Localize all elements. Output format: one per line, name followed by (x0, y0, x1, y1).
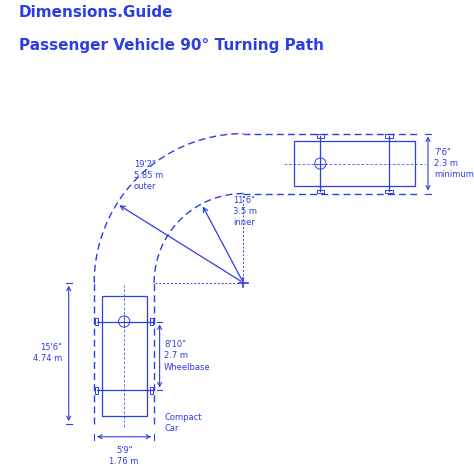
Bar (385, 135, 393, 137)
Text: 8'10"
2.7 m
Wheelbase: 8'10" 2.7 m Wheelbase (164, 340, 211, 372)
Text: 11'6"
3.5 m
inner: 11'6" 3.5 m inner (233, 196, 257, 227)
Bar (385, 190, 393, 192)
Text: Passenger Vehicle 90° Turning Path: Passenger Vehicle 90° Turning Path (19, 38, 324, 53)
Text: 5'9"
1.76 m: 5'9" 1.76 m (109, 446, 139, 466)
Text: 15'6"
4.74 m: 15'6" 4.74 m (33, 343, 63, 364)
Text: 19'2"
5.85 m
outer: 19'2" 5.85 m outer (134, 160, 163, 191)
Text: Dimensions.Guide: Dimensions.Guide (19, 5, 173, 20)
Bar (317, 190, 324, 192)
Text: 7'6"
2.3 m
minimum: 7'6" 2.3 m minimum (434, 148, 474, 179)
Bar (95, 386, 98, 394)
Bar (150, 386, 153, 394)
Text: Compact
Car: Compact Car (164, 413, 202, 433)
Bar (317, 135, 324, 137)
Bar (150, 318, 153, 325)
Bar (95, 318, 98, 325)
